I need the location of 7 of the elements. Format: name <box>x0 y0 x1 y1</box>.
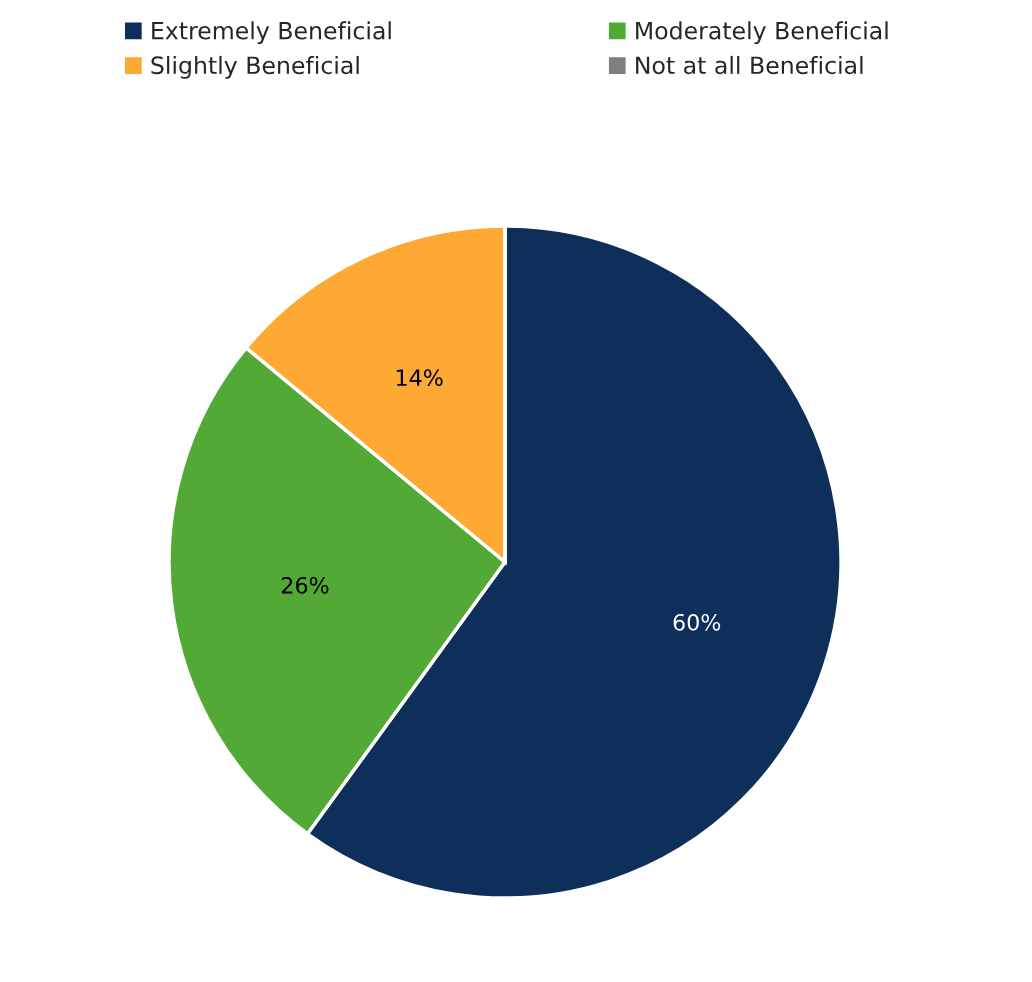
data-label: 26% <box>281 576 329 594</box>
legend-label: Moderately Beneficial <box>636 21 888 45</box>
legend-label: Extremely Beneficial <box>152 21 391 45</box>
data-label: 14% <box>396 369 443 387</box>
legend-label: Slightly Beneficial <box>151 55 359 79</box>
data-label: 60% <box>673 613 721 631</box>
legend-label: Not at all Beneficial <box>636 55 863 75</box>
